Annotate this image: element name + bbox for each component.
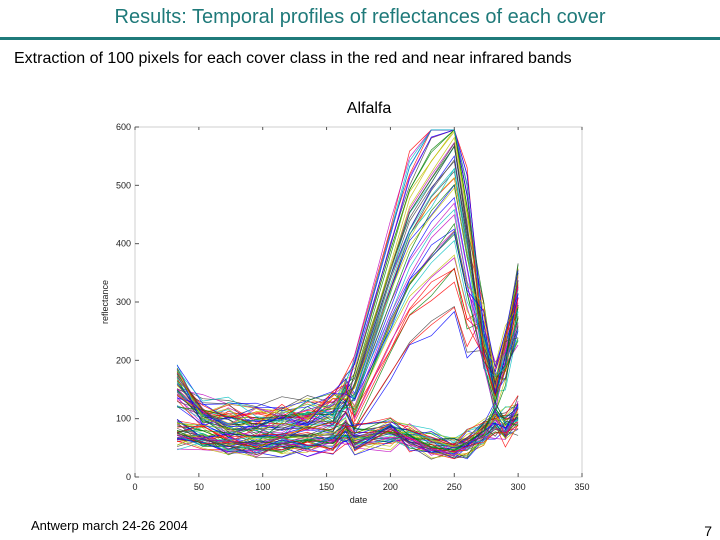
chart-title: Alfalfa	[346, 100, 392, 117]
axis-layer: 0 100 200 300 400 500 600 0 50 100 150 200 250 300 350…	[100, 122, 590, 505]
y-tick-label: 500	[116, 180, 131, 190]
series-line	[177, 418, 519, 459]
series-line	[176, 213, 519, 436]
series-line	[176, 413, 519, 458]
series-line	[176, 231, 519, 427]
slide-title: Results: Temporal profiles of reflectanc…	[114, 6, 606, 28]
y-tick-label: 300	[116, 297, 131, 307]
x-tick-label: 50	[194, 482, 204, 492]
series-line	[176, 230, 519, 426]
x-tick-label: 250	[447, 482, 462, 492]
series-layer	[176, 129, 519, 460]
series-line	[177, 202, 519, 421]
footer-event: Antwerp march 24-26 2004	[31, 518, 188, 533]
x-tick-label: 350	[574, 482, 589, 492]
x-tick-label: 200	[383, 482, 398, 492]
series-line	[176, 129, 519, 422]
y-tick-label: 600	[116, 122, 131, 132]
x-axis-label: date	[350, 495, 368, 505]
page-number: 7	[704, 523, 712, 539]
x-tick-label: 100	[255, 482, 270, 492]
y-tick-label: 100	[116, 414, 131, 424]
series-line	[176, 160, 519, 429]
y-axis-label: reflectance	[100, 280, 110, 324]
y-tick-label: 400	[116, 239, 131, 249]
series-line	[176, 187, 519, 422]
series-line	[176, 129, 519, 426]
series-line	[176, 142, 519, 433]
slide-subtitle: Extraction of 100 pixels for each cover …	[14, 50, 572, 67]
series-line	[176, 424, 519, 453]
series-line	[176, 404, 519, 456]
x-tick-label: 150	[319, 482, 334, 492]
x-tick-label: 0	[132, 482, 137, 492]
series-line	[176, 129, 519, 426]
y-tick-label: 200	[116, 355, 131, 365]
series-line	[177, 129, 519, 411]
series-line	[177, 404, 519, 453]
series-line	[177, 400, 519, 456]
series-line	[176, 408, 519, 451]
series-line	[177, 395, 519, 445]
title-divider	[0, 37, 720, 40]
y-tick-label: 0	[126, 472, 131, 482]
x-tick-label: 300	[511, 482, 526, 492]
